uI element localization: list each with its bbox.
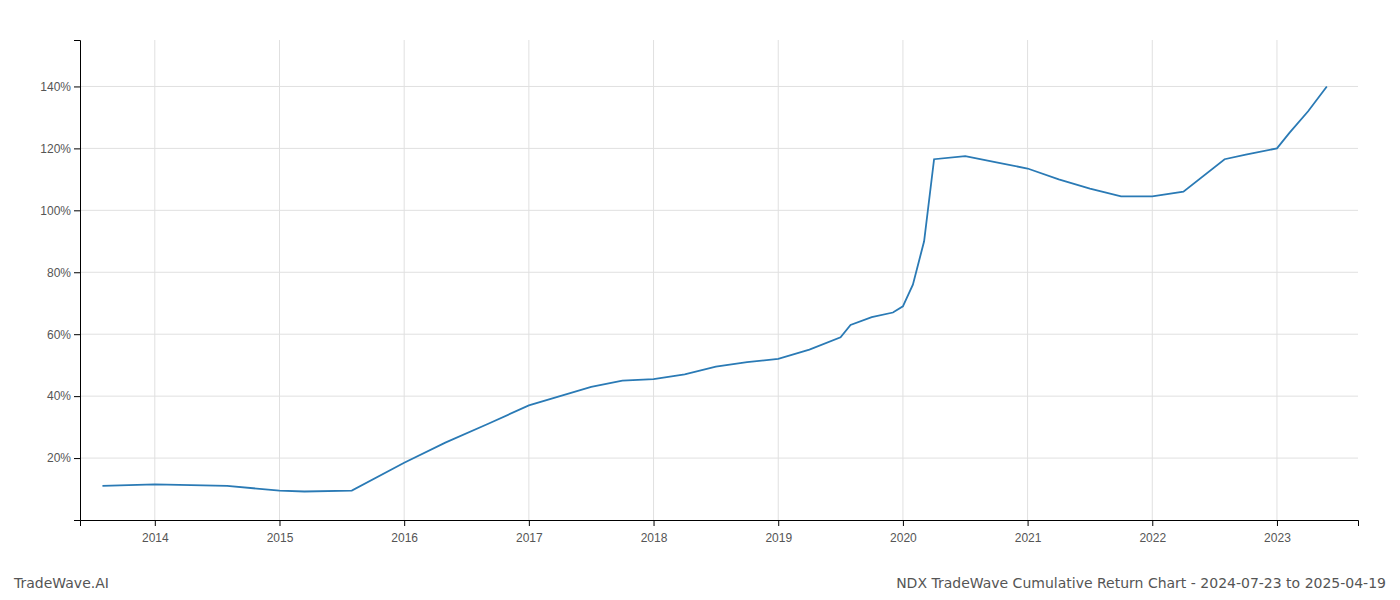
tick: 2021 xyxy=(1015,520,1042,545)
tick-label: 80% xyxy=(47,266,71,280)
watermark: TradeWave.AI xyxy=(13,575,109,591)
axis-line xyxy=(74,41,81,521)
grid-line-x xyxy=(1027,40,1028,520)
tick-mark xyxy=(404,520,405,526)
title: NDX TradeWave Cumulative Return Chart - … xyxy=(896,575,1386,591)
tick-mark xyxy=(155,520,156,526)
tick-label: 2020 xyxy=(890,531,917,545)
tick: 60% xyxy=(47,328,80,342)
grid-line-x xyxy=(1152,40,1153,520)
tick: 2017 xyxy=(516,520,543,545)
tick-mark xyxy=(74,458,80,459)
tick-mark xyxy=(1277,520,1278,526)
tick: 2020 xyxy=(890,520,917,545)
plot-area: 2014 2015 2016 2017 2018 2019 2020 2021 2022 2023… xyxy=(40,40,1358,545)
grid xyxy=(80,40,1358,520)
tick: 2019 xyxy=(765,520,792,545)
x-axis: 2014 2015 2016 2017 2018 2019 2020 2021 2022 2023 xyxy=(81,520,1359,545)
tick-label: 2015 xyxy=(267,531,294,545)
grid-line-y xyxy=(80,272,1358,273)
grid-line-x xyxy=(404,40,405,520)
tick-mark xyxy=(279,520,280,526)
tick-label: 2017 xyxy=(516,531,543,545)
tick-label: 2019 xyxy=(765,531,792,545)
axis-line xyxy=(81,521,1359,527)
tick-mark xyxy=(654,520,655,526)
tick-label: 20% xyxy=(47,451,71,465)
grid-line-x xyxy=(902,40,903,520)
tick-label: 2023 xyxy=(1264,531,1291,545)
tick-label: 2022 xyxy=(1139,531,1166,545)
tick-mark xyxy=(903,520,904,526)
tick: 40% xyxy=(47,389,80,403)
tick-mark xyxy=(74,86,80,87)
tick-mark xyxy=(1152,520,1153,526)
line xyxy=(102,86,1326,491)
tick-label: 2021 xyxy=(1015,531,1042,545)
tick: 2018 xyxy=(641,520,668,545)
tick: 2014 xyxy=(142,520,169,545)
tick-mark xyxy=(1028,520,1029,526)
grid-line-y xyxy=(80,334,1358,335)
tick-label: 60% xyxy=(47,328,71,342)
tick-label: 2014 xyxy=(142,531,169,545)
chart: 2014 2015 2016 2017 2018 2019 2020 2021 2022 2023… xyxy=(0,0,1400,600)
marks xyxy=(102,86,1326,491)
tick: 100% xyxy=(40,204,80,218)
tick-label: 140% xyxy=(40,80,71,94)
tick: 2016 xyxy=(391,520,418,545)
tick-mark xyxy=(778,520,779,526)
tick-mark xyxy=(529,520,530,526)
tick: 20% xyxy=(47,451,80,465)
grid-line-x xyxy=(653,40,654,520)
grid-line-x xyxy=(154,40,155,520)
tick: 80% xyxy=(47,266,80,280)
tick-mark xyxy=(74,210,80,211)
tick: 120% xyxy=(40,142,80,156)
tick-label: 120% xyxy=(40,142,71,156)
tick-label: 2018 xyxy=(641,531,668,545)
tick-label: 100% xyxy=(40,204,71,218)
grid-line-y xyxy=(80,458,1358,459)
grid-line-x xyxy=(1276,40,1277,520)
grid-line-x xyxy=(528,40,529,520)
tick: 2015 xyxy=(267,520,294,545)
tick: 140% xyxy=(40,80,80,94)
grid-line-x xyxy=(778,40,779,520)
tick: 2023 xyxy=(1264,520,1291,545)
grid-line-y xyxy=(80,396,1358,397)
tick-mark xyxy=(74,272,80,273)
tick-label: 40% xyxy=(47,389,71,403)
grid-line-y xyxy=(80,210,1358,211)
tick-mark xyxy=(74,148,80,149)
tick-mark xyxy=(74,334,80,335)
y-axis: 20% 40% 60% 80% 100% 120% 140% xyxy=(40,41,80,521)
grid-line-y xyxy=(80,148,1358,149)
grid-line-x xyxy=(279,40,280,520)
grid-line-y xyxy=(80,86,1358,87)
tick-mark xyxy=(74,396,80,397)
tick: 2022 xyxy=(1139,520,1166,545)
tick-label: 2016 xyxy=(391,531,418,545)
